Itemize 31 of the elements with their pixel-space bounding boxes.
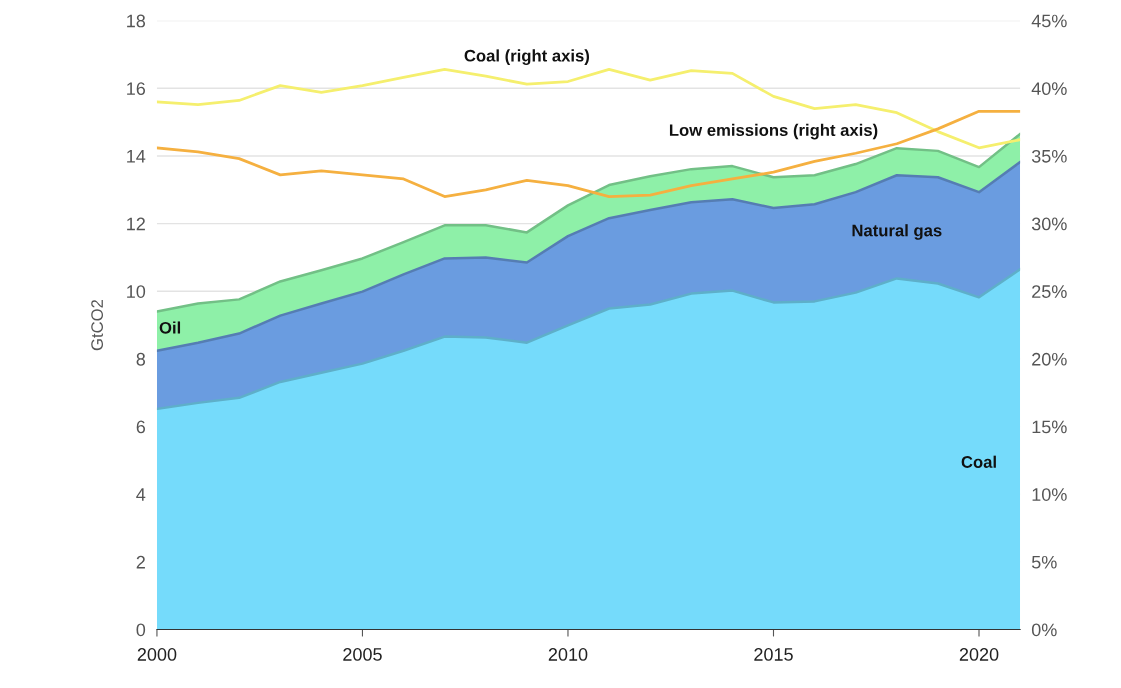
y2-tick-label: 0% — [1031, 623, 1057, 637]
y-tick-label: 6 — [136, 420, 146, 434]
y-tick-label: 0 — [136, 623, 146, 637]
y-tick-label: 12 — [127, 217, 145, 231]
line-series — [156, 67, 1021, 150]
y2-tick-label: 15% — [1032, 420, 1067, 434]
y-tick-label: 2 — [136, 555, 145, 569]
y-tick-label: 18 — [127, 14, 146, 28]
y-tick-label: 16 — [127, 82, 146, 96]
series-label: Low emissions (right axis) — [669, 123, 878, 140]
y2-tick-label: 30% — [1031, 217, 1067, 231]
y2-tick-label: 10% — [1032, 488, 1067, 501]
series-label: Natural gas — [852, 224, 942, 240]
y-tick-label: 14 — [127, 150, 146, 163]
y2-tick-label: 25% — [1032, 285, 1067, 298]
x-tick-label: 2010 — [548, 648, 588, 661]
x-tick-label: 2000 — [137, 648, 177, 661]
x-tick-label: 2005 — [343, 648, 382, 661]
x-tick-label: 2020 — [959, 648, 999, 661]
x-tick-label: 2015 — [754, 648, 793, 661]
y-tick-label: 8 — [136, 352, 146, 366]
y2-tick-label: 35% — [1031, 149, 1067, 163]
y2-tick-label: 5% — [1031, 555, 1057, 569]
y-tick-label: 4 — [136, 488, 146, 501]
series-label: Coal (right axis) — [464, 49, 590, 65]
y2-tick-label: 45% — [1031, 14, 1067, 28]
y-tick-label: 10 — [127, 285, 146, 298]
line-series — [156, 109, 1021, 198]
y-axis-title: GtCO2 — [91, 299, 104, 351]
y2-tick-label: 40% — [1031, 82, 1067, 96]
y2-tick-label: 20% — [1032, 352, 1067, 366]
